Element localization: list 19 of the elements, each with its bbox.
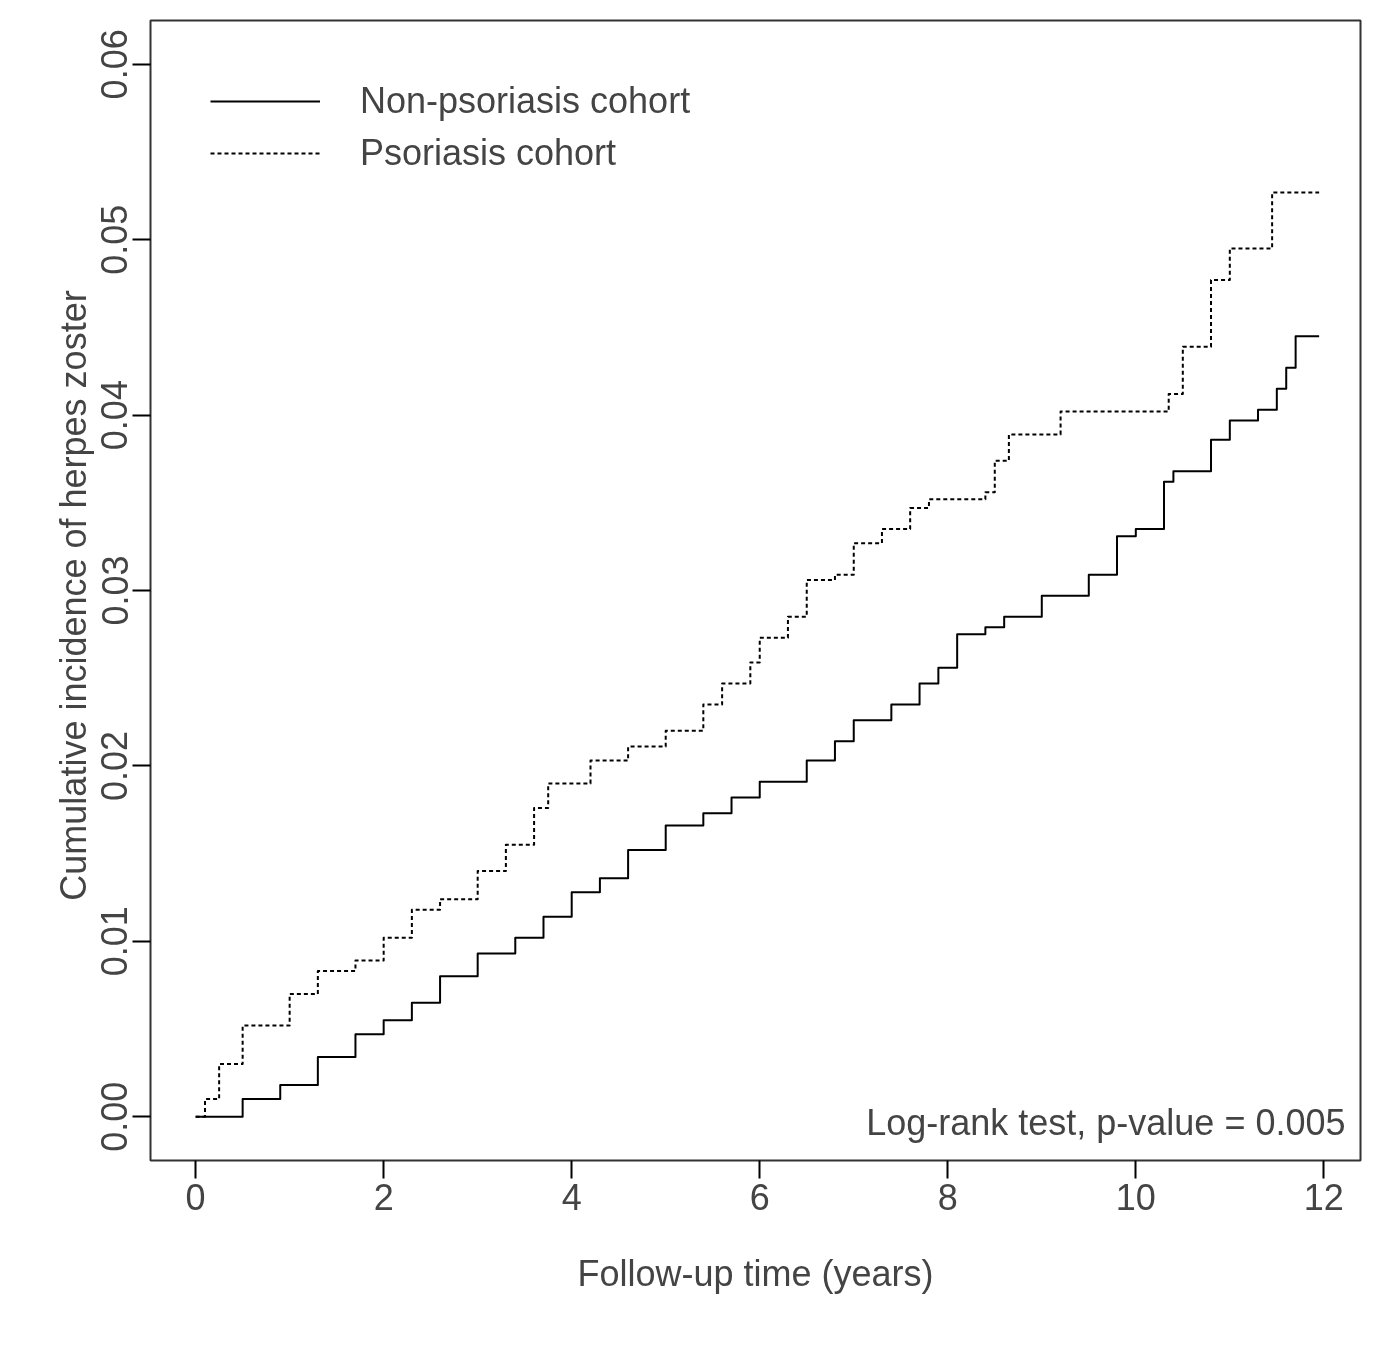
y-tick-label: 0.02 <box>94 730 136 801</box>
annotation: Log-rank test, p-value = 0.005 <box>866 1101 1346 1143</box>
x-tick-label: 8 <box>937 1176 958 1218</box>
y-tick-label: 0.06 <box>94 29 136 100</box>
x-tick-label: 12 <box>1303 1176 1344 1218</box>
y-tick-label: 0.01 <box>94 906 136 977</box>
y-axis-title: Cumulative incidence of herpes zoster <box>52 290 94 901</box>
legend-label: Non-psoriasis cohort <box>360 80 691 122</box>
x-tick-label: 4 <box>561 1176 582 1218</box>
y-tick-label: 0.00 <box>94 1081 136 1152</box>
y-tick-label: 0.03 <box>94 555 136 626</box>
legend-label: Psoriasis cohort <box>360 132 617 174</box>
x-tick-label: 2 <box>373 1176 394 1218</box>
x-axis-title: Follow-up time (years) <box>577 1252 934 1294</box>
y-tick-label: 0.05 <box>94 204 136 275</box>
x-tick-label: 0 <box>185 1176 206 1218</box>
x-tick-label: 10 <box>1115 1176 1156 1218</box>
y-tick-label: 0.04 <box>94 380 136 451</box>
x-tick-label: 6 <box>749 1176 770 1218</box>
